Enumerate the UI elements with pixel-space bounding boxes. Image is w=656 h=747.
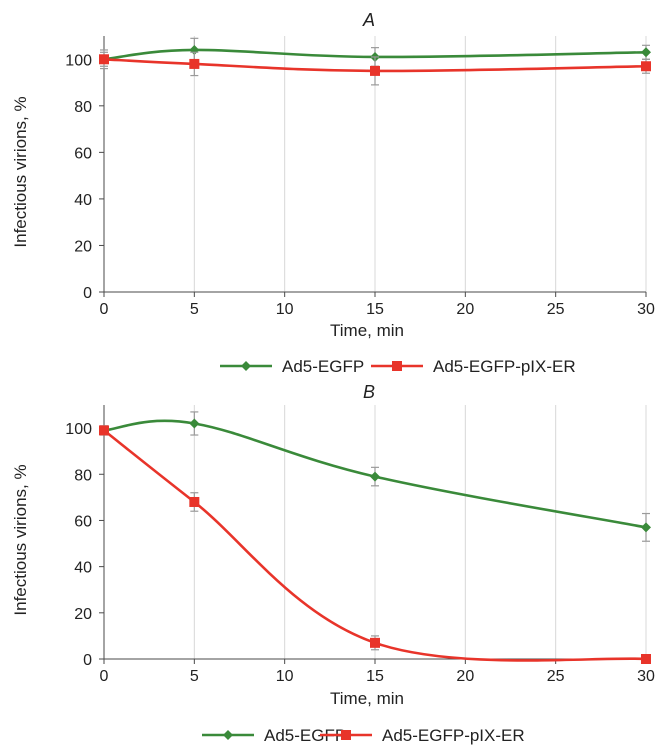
y-tick-label: 100 [65,52,92,69]
series-line [103,48,647,61]
data-point [641,47,651,58]
data-point [641,654,651,664]
x-axis-title: Time, min [330,321,404,340]
x-tick-label: 20 [456,301,474,318]
x-tick-label: 20 [456,668,474,685]
x-axis-title: Time, min [330,689,404,708]
legend: Ad5-EGFP Ad5-EGFP-pIX-ER [202,726,525,745]
data-point [189,496,200,507]
legend-label: Ad5-EGFP-pIX-ER [382,726,525,745]
x-tick-label: 15 [366,668,384,685]
legend-label: Ad5-EGFP [282,357,364,376]
legend-marker [223,730,233,740]
y-tick-label: 20 [74,238,92,255]
chart-panel-a: 0 20 40 60 80 100 0 5 10 15 20 25 30 A Time, min Infect… [11,10,655,376]
data-point [641,522,651,533]
series-ad5-egfp-pix-er [99,51,651,86]
y-tick-label: 60 [74,145,92,162]
y-tick-label: 0 [83,285,92,302]
y-axis-title: Infectious virions, % [11,96,30,247]
y-tick-label: 40 [74,192,92,209]
legend-label: Ad5-EGFP-pIX-ER [433,357,576,376]
y-tick-label: 60 [74,513,92,530]
series-line [103,57,647,73]
x-tick-label: 15 [366,301,384,318]
x-tick-label: 0 [100,668,109,685]
legend: Ad5-EGFP Ad5-EGFP-pIX-ER [220,357,576,376]
x-tick-label: 25 [547,668,565,685]
x-tick-label: 30 [637,668,655,685]
x-tick-label: 25 [547,301,565,318]
data-point [641,61,651,72]
data-point [370,65,380,76]
y-tick-label: 80 [74,467,92,484]
panel-title: A [362,10,375,30]
legend-marker [241,361,251,371]
data-point [99,54,109,65]
x-tick-label: 10 [276,668,294,685]
y-tick-label: 100 [65,421,92,438]
series-line [103,429,647,662]
series-ad5-egfp [99,411,651,542]
data-point [370,471,380,482]
data-point [189,58,200,69]
legend-marker [392,361,402,371]
x-tick-label: 0 [100,301,109,318]
x-tick-label: 5 [190,301,199,318]
y-tick-label: 40 [74,560,92,577]
y-tick-label: 0 [83,652,92,669]
panel-title: B [363,382,375,402]
data-point [370,637,380,648]
legend-label: Ad5-EGFP [264,726,346,745]
y-tick-label: 20 [74,606,92,623]
chart-panel-b: 0 20 40 60 80 100 0 5 10 15 20 25 30 B Time, min Infect… [11,382,655,745]
series-ad5-egfp-pix-er [99,425,651,664]
x-tick-label: 5 [190,668,199,685]
data-point [99,425,109,436]
x-tick-label: 30 [637,301,655,318]
legend-marker [341,730,351,740]
x-tick-label: 10 [276,301,294,318]
y-tick-label: 80 [74,99,92,116]
series-line [103,419,647,529]
data-point [189,418,200,429]
y-axis-title: Infectious virions, % [11,464,30,615]
